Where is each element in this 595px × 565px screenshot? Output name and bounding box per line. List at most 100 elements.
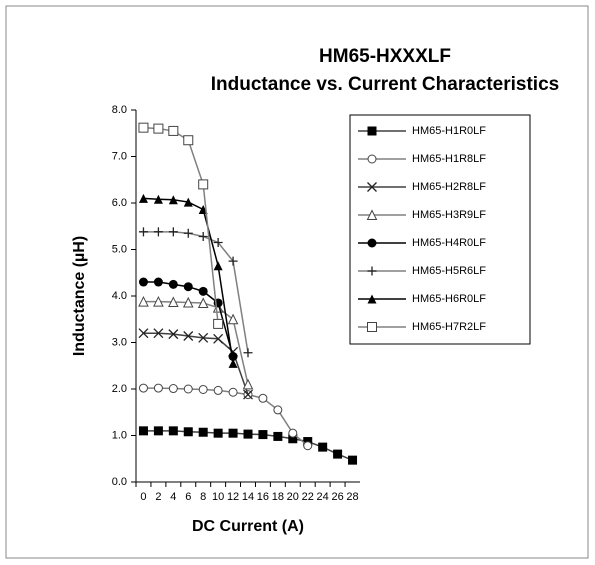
marker: [138, 383, 148, 393]
marker-shape: [182, 296, 194, 308]
legend-label: HM65-H2R8LF: [412, 181, 486, 193]
x-tick-label: 28: [346, 491, 358, 503]
marker-shape: [303, 441, 313, 451]
marker: [138, 328, 149, 339]
marker: [228, 351, 238, 361]
marker-shape: [138, 328, 149, 339]
x-tick-label: 0: [140, 491, 146, 503]
marker: [227, 313, 239, 325]
marker-shape: [228, 428, 238, 438]
marker: [288, 428, 298, 438]
marker: [243, 389, 253, 400]
marker-shape: [243, 348, 253, 358]
marker: [258, 393, 268, 403]
marker-shape: [168, 384, 178, 394]
marker: [213, 428, 223, 438]
marker-shape: [168, 296, 179, 308]
y-tick-label: 7.0: [112, 150, 127, 162]
marker: [183, 135, 194, 146]
marker-shape: [183, 197, 193, 207]
marker: [168, 195, 178, 205]
marker-shape: [333, 449, 343, 459]
marker: [367, 294, 377, 304]
marker: [228, 387, 238, 397]
chart-subtitle: Inductance vs. Current Characteristics: [211, 74, 559, 95]
marker: [138, 426, 148, 436]
marker-shape: [153, 295, 164, 307]
marker-shape: [183, 282, 193, 292]
y-tick-label: 8.0: [112, 104, 127, 116]
y-tick-label: 0.0: [112, 476, 127, 488]
marker-shape: [183, 228, 193, 238]
marker-shape: [138, 426, 148, 436]
y-axis-label: Inductance (µH): [71, 236, 88, 356]
marker: [168, 296, 179, 308]
marker-shape: [153, 277, 163, 287]
x-tick-label: 18: [272, 491, 284, 503]
marker: [138, 277, 148, 287]
legend-label: HM65-H1R0LF: [412, 125, 486, 137]
marker-shape: [366, 209, 378, 220]
marker: [198, 286, 208, 296]
marker: [138, 295, 149, 307]
marker-shape: [367, 238, 377, 248]
marker: [183, 228, 193, 238]
marker: [183, 282, 193, 292]
marker: [198, 427, 208, 437]
marker: [168, 384, 178, 394]
marker-shape: [273, 431, 283, 441]
marker: [198, 332, 209, 343]
marker: [198, 231, 208, 241]
marker-shape: [168, 329, 179, 340]
marker-shape: [168, 195, 178, 205]
marker-shape: [168, 227, 178, 237]
marker: [243, 348, 253, 358]
marker: [183, 197, 193, 207]
y-tick-label: 3.0: [112, 336, 127, 348]
marker-shape: [367, 126, 377, 136]
marker-shape: [138, 383, 148, 393]
marker: [213, 333, 224, 344]
marker: [153, 123, 164, 134]
marker: [242, 378, 254, 390]
marker-shape: [153, 194, 163, 204]
marker-shape: [213, 428, 223, 438]
marker-shape: [227, 313, 239, 325]
marker: [367, 182, 377, 192]
marker: [138, 193, 148, 203]
legend-box: [349, 114, 531, 345]
marker-shape: [138, 277, 148, 287]
x-tick-label: 26: [331, 491, 343, 503]
legend-label: HM65-H7R2LF: [412, 321, 486, 333]
x-tick-label: 2: [155, 491, 161, 503]
marker: [366, 209, 378, 220]
marker-shape: [183, 384, 193, 394]
marker-shape: [198, 286, 208, 296]
marker: [213, 261, 223, 271]
marker-shape: [168, 125, 179, 136]
marker-shape: [183, 135, 194, 146]
legend-label: HM65-H1R8LF: [412, 153, 486, 165]
marker: [183, 427, 193, 437]
marker-shape: [228, 256, 238, 266]
marker: [213, 238, 223, 248]
x-tick-label: 10: [212, 491, 224, 503]
marker-shape: [318, 442, 328, 452]
marker-shape: [153, 328, 164, 339]
marker: [198, 384, 208, 394]
marker: [168, 426, 178, 436]
marker: [153, 383, 163, 393]
marker-shape: [348, 455, 358, 465]
marker-shape: [213, 333, 224, 344]
x-tick-label: 20: [287, 491, 299, 503]
marker-shape: [213, 238, 223, 248]
marker-shape: [213, 318, 224, 329]
marker: [197, 297, 209, 308]
marker: [168, 279, 178, 289]
marker-shape: [228, 387, 238, 397]
marker-shape: [197, 297, 209, 308]
marker: [367, 322, 377, 332]
marker-shape: [198, 427, 208, 437]
marker-shape: [213, 261, 223, 271]
